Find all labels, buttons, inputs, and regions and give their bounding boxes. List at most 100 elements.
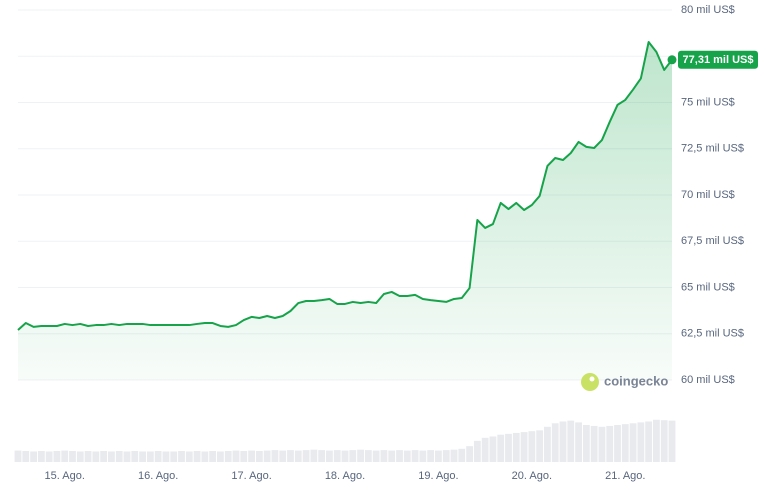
volume-bar: [193, 451, 201, 462]
volume-bar: [69, 451, 76, 462]
x-tick-label: 17. Ago.: [231, 470, 271, 482]
volume-bar: [53, 451, 61, 462]
volume-bar: [92, 451, 100, 462]
volume-bar: [123, 451, 131, 462]
volume-bar: [287, 450, 294, 462]
volume-bar: [544, 426, 551, 462]
watermark: coingecko: [581, 373, 668, 391]
volume-bar: [263, 450, 271, 462]
y-tick-label: 62,5 mil US$: [681, 328, 744, 340]
volume-bar: [497, 434, 505, 462]
x-tick-label: 16. Ago.: [138, 470, 178, 482]
volume-bar: [100, 451, 108, 462]
volume-bar: [606, 425, 614, 462]
volume-bar: [146, 451, 154, 462]
volume-bar: [232, 450, 240, 462]
volume-bar: [427, 450, 435, 462]
volume-bar: [115, 451, 123, 462]
watermark-logo-eye: [589, 376, 595, 382]
volume-bar: [240, 451, 248, 462]
volume-bar: [668, 420, 676, 462]
volume-bar: [30, 451, 37, 462]
volume-bar: [302, 450, 310, 462]
y-tick-label: 70 mil US$: [681, 189, 735, 201]
x-tick-label: 21. Ago.: [605, 470, 645, 482]
price-line: [17, 41, 673, 331]
volume-bar: [162, 451, 170, 462]
volume-bar: [84, 451, 92, 462]
y-tick-label: 67,5 mil US$: [681, 235, 744, 247]
volume-bar: [294, 450, 302, 462]
volume-bar: [598, 426, 606, 462]
watermark-text: coingecko: [604, 373, 668, 388]
value-label: 77,31 mil US$: [683, 54, 754, 66]
volume-bar: [341, 450, 349, 462]
volume-bar: [318, 450, 326, 462]
volume-bar: [575, 422, 582, 462]
volume-bar: [458, 448, 466, 462]
y-tick-label: 75 mil US$: [681, 96, 735, 108]
volume-bar: [621, 424, 629, 462]
volume-bar: [279, 450, 287, 462]
volume-bar: [255, 451, 263, 462]
volume-bar: [411, 450, 419, 462]
volume-bar: [37, 451, 45, 462]
volume-bar: [473, 440, 481, 462]
volume-bar: [637, 422, 645, 462]
volume-bar: [442, 450, 450, 462]
volume-bar: [131, 451, 139, 462]
volume-bar: [653, 419, 660, 462]
volume-bar: [536, 430, 544, 462]
y-tick-label: 72,5 mil US$: [681, 143, 744, 155]
volume-bar: [139, 451, 146, 462]
y-tick-label: 80 mil US$: [681, 4, 735, 16]
volume-bar: [201, 451, 209, 462]
volume-bar: [505, 433, 512, 462]
volume-bar: [590, 425, 598, 462]
volume-bar: [614, 425, 621, 462]
volume-bar: [512, 432, 520, 462]
volume-bar: [76, 451, 84, 462]
volume-bar: [645, 421, 653, 462]
volume-bar: [185, 451, 193, 462]
volume-bar: [178, 451, 185, 462]
volume-bar: [372, 450, 380, 462]
volume-bar: [22, 451, 30, 462]
y-tick-label: 65 mil US$: [681, 281, 735, 293]
volume-bar: [154, 451, 162, 462]
volume-bar: [333, 450, 341, 462]
volume-bar: [380, 450, 388, 462]
volume-bar: [271, 450, 279, 462]
volume-bar: [326, 450, 333, 462]
watermark-logo: [581, 373, 599, 391]
volume-bar: [450, 449, 458, 462]
volume-bar: [61, 450, 69, 462]
volume-bar: [396, 450, 403, 462]
volume-bar: [209, 451, 217, 462]
x-tick-label: 18. Ago.: [325, 470, 365, 482]
volume-bar: [364, 450, 372, 462]
value-label-bg: [678, 50, 758, 69]
volume-bar: [170, 451, 178, 462]
volume-bar: [435, 450, 442, 462]
volume-bar: [567, 420, 575, 462]
volume-bar: [224, 451, 232, 462]
y-tick-label: 60 mil US$: [681, 374, 735, 386]
volume-bar: [660, 420, 668, 462]
volume-bar: [248, 450, 255, 462]
volume-bar: [481, 437, 489, 462]
volume-bar: [349, 450, 357, 462]
volume-bar: [419, 450, 427, 462]
volume-bar: [388, 450, 396, 462]
volume-bar: [14, 450, 22, 462]
volume-bar: [403, 450, 411, 462]
volume-bar: [108, 451, 115, 462]
volume-bar: [466, 446, 473, 462]
volume-bar: [217, 451, 224, 462]
volume-bar: [528, 431, 536, 462]
volume-bar: [551, 423, 559, 462]
volume-bar: [357, 449, 364, 462]
x-tick-label: 15. Ago.: [45, 470, 85, 482]
x-tick-label: 20. Ago.: [512, 470, 552, 482]
